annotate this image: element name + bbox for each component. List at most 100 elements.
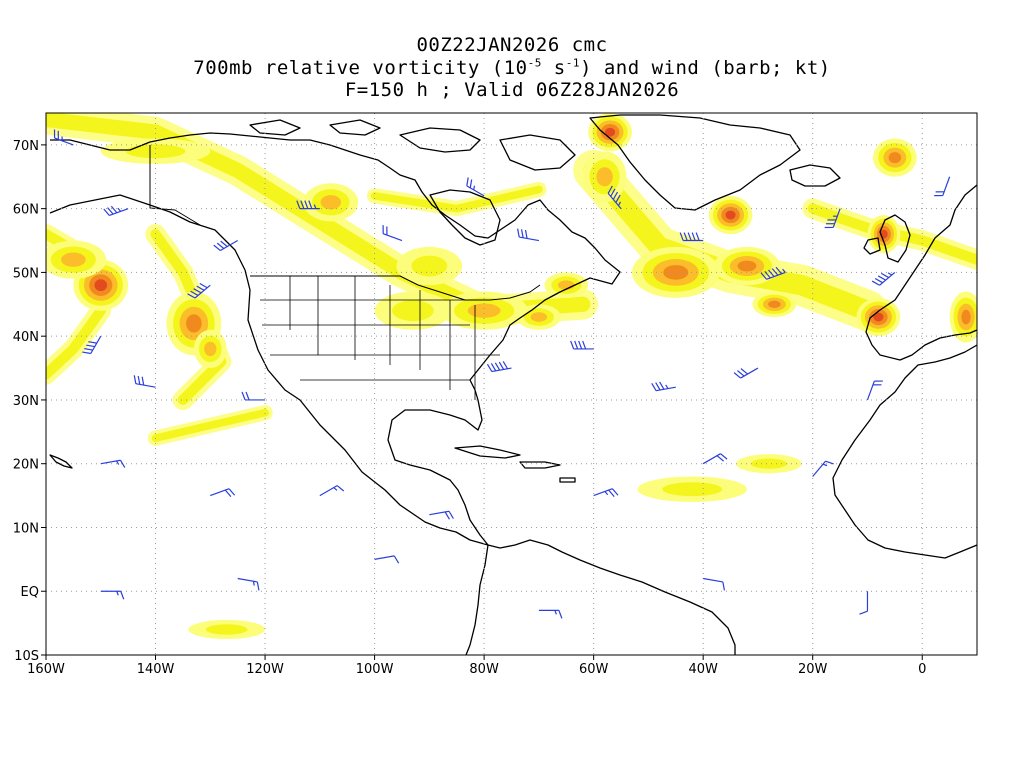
vorticity-maximum xyxy=(204,341,217,357)
wind-barb-feather xyxy=(190,290,199,296)
vorticity-maximum xyxy=(94,279,108,292)
x-tick-label: 140W xyxy=(137,662,175,677)
title-text: 700mb relative vorticity (10 xyxy=(193,57,528,79)
x-tick-label: 120W xyxy=(246,662,284,677)
wind-barb-feather xyxy=(193,288,202,294)
wind-barb-feather xyxy=(524,229,528,239)
wind-barb-feather xyxy=(448,510,454,519)
vorticity-maximum xyxy=(750,458,787,469)
wind-barb-staff xyxy=(54,137,74,146)
wind-barb-staff xyxy=(703,577,723,583)
wind-barb xyxy=(703,577,726,591)
wind-barb xyxy=(859,591,869,615)
y-tick-label: 10N xyxy=(13,521,39,536)
us-state-lines xyxy=(260,276,500,400)
wind-barb-staff xyxy=(740,367,759,379)
title-exponent: -5 xyxy=(527,56,542,70)
coastline-caribbean xyxy=(454,445,576,483)
wind-barb-staff xyxy=(109,208,129,217)
wind-barb-staff xyxy=(832,208,841,228)
wind-barb-feather xyxy=(486,363,493,372)
wind-barb-feather xyxy=(859,610,868,615)
wind-barb-feather xyxy=(213,244,221,251)
wind-barb xyxy=(100,590,125,600)
wind-barb-feather xyxy=(877,275,886,281)
wind-barb xyxy=(466,177,485,197)
coastline-greenland xyxy=(589,114,801,211)
wind-barb xyxy=(213,240,238,252)
wind-barb-feather xyxy=(558,610,563,619)
wind-barb-feather xyxy=(216,242,225,249)
coastline-europe-africa xyxy=(832,184,977,559)
wind-barb-staff xyxy=(655,386,676,392)
wind-barb xyxy=(733,367,759,379)
wind-barb xyxy=(187,283,211,299)
wind-barb xyxy=(486,361,512,373)
wind-barb xyxy=(651,381,676,392)
wind-barb-feather xyxy=(308,200,313,209)
wind-barb-feather xyxy=(300,200,305,209)
wind-barb-half-feather xyxy=(822,463,828,467)
map-title-line-1: 00Z22JAN2026 cmc xyxy=(416,34,608,56)
wind-barb-half-feather xyxy=(782,268,786,273)
wind-barb-feather xyxy=(610,188,616,197)
wind-barb-feather xyxy=(880,272,890,279)
wind-barb-staff xyxy=(135,383,156,388)
wind-barb xyxy=(812,460,834,477)
wind-barb-feather xyxy=(695,232,700,241)
wind-barb-half-feather xyxy=(604,491,609,496)
wind-barb-feather xyxy=(336,485,345,492)
x-tick-label: 20W xyxy=(798,662,828,677)
vorticity-maximum xyxy=(737,260,757,272)
vorticity-maximum xyxy=(392,300,434,322)
wind-barb xyxy=(866,380,883,401)
coastline-south-america xyxy=(465,539,736,655)
vorticity-maximum xyxy=(768,300,781,308)
wind-barb xyxy=(824,208,841,229)
wind-barb-feather xyxy=(296,200,301,209)
wind-barb-staff xyxy=(100,459,121,465)
vorticity-maximum xyxy=(530,312,548,322)
vorticity-maximum xyxy=(596,167,613,187)
wind-barb-feather xyxy=(733,372,742,379)
vorticity-maximum xyxy=(663,265,689,280)
coastline-arctic-islands xyxy=(249,119,576,171)
wind-barb-feather xyxy=(874,277,883,284)
title-exponent: -1 xyxy=(565,56,580,70)
wind-barb-staff xyxy=(766,271,786,280)
wind-barb-half-feather xyxy=(313,204,317,209)
wind-barb-feather xyxy=(393,555,400,564)
wind-barb-feather xyxy=(466,177,469,186)
wind-barb xyxy=(538,609,563,619)
x-tick-label: 100W xyxy=(356,662,394,677)
wind-barb xyxy=(570,340,594,350)
wind-barb-feather xyxy=(608,489,615,497)
wind-barb-staff xyxy=(319,485,338,497)
vorticity-maximum xyxy=(125,144,186,159)
wind-barb-feather xyxy=(737,370,745,377)
wind-barb-staff xyxy=(879,271,896,286)
x-tick-label: 80W xyxy=(469,662,499,677)
wind-barb-feather xyxy=(768,269,775,277)
wind-barb-feather xyxy=(687,232,692,241)
wind-barb-staff xyxy=(237,577,258,583)
wind-barb-feather xyxy=(720,453,728,460)
wind-barb-feather xyxy=(84,348,93,351)
wind-barb-staff xyxy=(942,176,951,196)
wind-barb-half-feather xyxy=(554,610,557,615)
wind-barb-half-feather xyxy=(252,581,255,586)
alaska-border xyxy=(149,145,201,226)
wind-barb-feather xyxy=(498,361,505,370)
wind-barb-feather xyxy=(494,362,501,371)
wind-barb-feather xyxy=(490,363,497,372)
coastlines xyxy=(49,114,977,655)
wind-barb-feather xyxy=(740,368,748,375)
wind-barb-staff xyxy=(702,453,721,465)
vorticity-maximum xyxy=(467,303,501,318)
wind-barb xyxy=(517,228,539,242)
vorticity-maximum xyxy=(961,309,971,325)
vorticity-maximum xyxy=(605,127,616,137)
wind-barb-feather xyxy=(716,455,725,462)
x-tick-label: 0 xyxy=(918,662,926,677)
x-tick-label: 60W xyxy=(579,662,609,677)
